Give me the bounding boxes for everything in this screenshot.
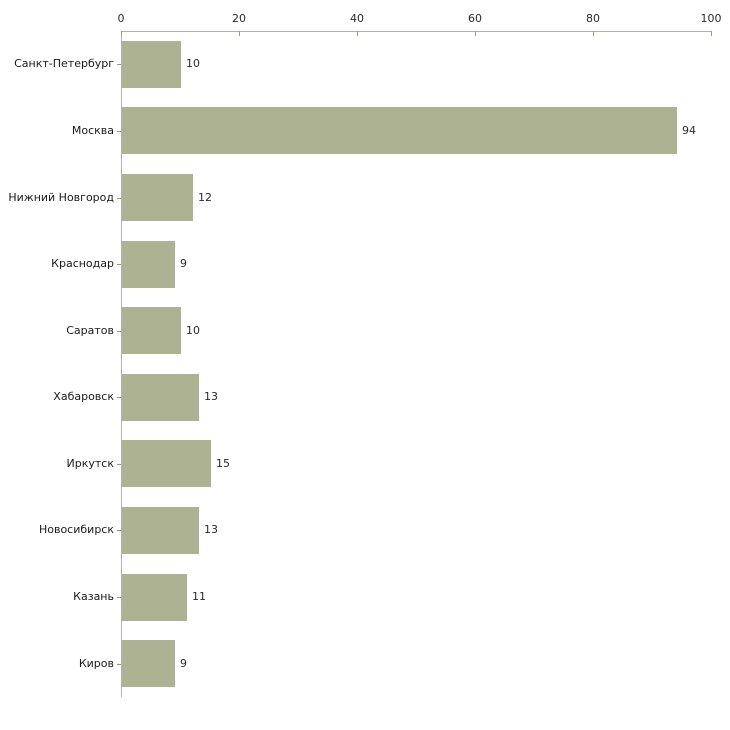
category-label: Санкт-Петербург bbox=[14, 57, 114, 70]
y-axis-tick-mark bbox=[117, 131, 121, 132]
category-label-row: Казань bbox=[0, 590, 114, 604]
bar[interactable] bbox=[122, 374, 199, 421]
category-label: Саратов bbox=[66, 324, 114, 337]
bar[interactable] bbox=[122, 174, 193, 221]
bar[interactable] bbox=[122, 41, 181, 88]
y-axis-tick-mark bbox=[117, 464, 121, 465]
x-axis-tick-label: 60 bbox=[468, 12, 482, 25]
bar-value-label: 10 bbox=[186, 57, 200, 70]
x-axis-tick-label: 0 bbox=[117, 12, 125, 25]
x-axis-tick-mark bbox=[121, 31, 122, 36]
bar[interactable] bbox=[122, 640, 175, 687]
category-label: Киров bbox=[78, 657, 114, 670]
bar-value-label: 13 bbox=[204, 390, 218, 403]
y-axis-tick-mark bbox=[117, 597, 121, 598]
category-label-row: Киров bbox=[0, 657, 114, 671]
bar-value-label: 15 bbox=[216, 457, 230, 470]
y-axis-tick-mark bbox=[117, 264, 121, 265]
bar[interactable] bbox=[122, 574, 187, 621]
category-label-row: Новосибирск bbox=[0, 523, 114, 537]
bar-value-label: 9 bbox=[180, 257, 187, 270]
x-axis-tick-label: 20 bbox=[232, 12, 246, 25]
bar[interactable] bbox=[122, 107, 677, 154]
category-label-row: Хабаровск bbox=[0, 390, 114, 404]
category-label-row: Москва bbox=[0, 124, 114, 138]
x-axis-tick-label: 80 bbox=[586, 12, 600, 25]
bar[interactable] bbox=[122, 507, 199, 554]
category-label-row: Саратов bbox=[0, 324, 114, 338]
bar-value-label: 11 bbox=[192, 590, 206, 603]
bar-value-label: 12 bbox=[198, 191, 212, 204]
category-label: Нижний Новгород bbox=[8, 191, 114, 204]
bar[interactable] bbox=[122, 241, 175, 288]
category-label: Москва bbox=[71, 124, 114, 137]
category-label: Иркутск bbox=[66, 457, 114, 470]
category-label: Новосибирск bbox=[38, 523, 114, 536]
bar[interactable] bbox=[122, 307, 181, 354]
y-axis-tick-mark bbox=[117, 530, 121, 531]
x-axis-tick-label: 100 bbox=[700, 12, 722, 25]
x-axis-line bbox=[121, 31, 711, 32]
y-axis-tick-mark bbox=[117, 664, 121, 665]
y-axis-tick-mark bbox=[117, 397, 121, 398]
x-axis-tick-mark bbox=[357, 31, 358, 36]
y-axis-tick-mark bbox=[117, 64, 121, 65]
y-axis-line bbox=[121, 31, 122, 697]
x-axis-tick-mark bbox=[593, 31, 594, 36]
y-axis-tick-mark bbox=[117, 198, 121, 199]
bar-value-label: 10 bbox=[186, 324, 200, 337]
category-label: Казань bbox=[73, 590, 114, 603]
category-label: Хабаровск bbox=[53, 390, 114, 403]
x-axis-tick-label: 40 bbox=[350, 12, 364, 25]
x-axis-tick-mark bbox=[475, 31, 476, 36]
category-label-row: Иркутск bbox=[0, 457, 114, 471]
bar-value-label: 13 bbox=[204, 523, 218, 536]
category-label-row: Краснодар bbox=[0, 257, 114, 271]
bar-value-label: 9 bbox=[180, 657, 187, 670]
bar[interactable] bbox=[122, 440, 211, 487]
category-label-row: Санкт-Петербург bbox=[0, 57, 114, 71]
x-axis-tick-mark bbox=[711, 31, 712, 36]
bar-value-label: 94 bbox=[682, 124, 696, 137]
category-label-row: Нижний Новгород bbox=[0, 191, 114, 205]
y-axis-tick-mark bbox=[117, 331, 121, 332]
x-axis-tick-mark bbox=[239, 31, 240, 36]
category-label: Краснодар bbox=[51, 257, 114, 270]
